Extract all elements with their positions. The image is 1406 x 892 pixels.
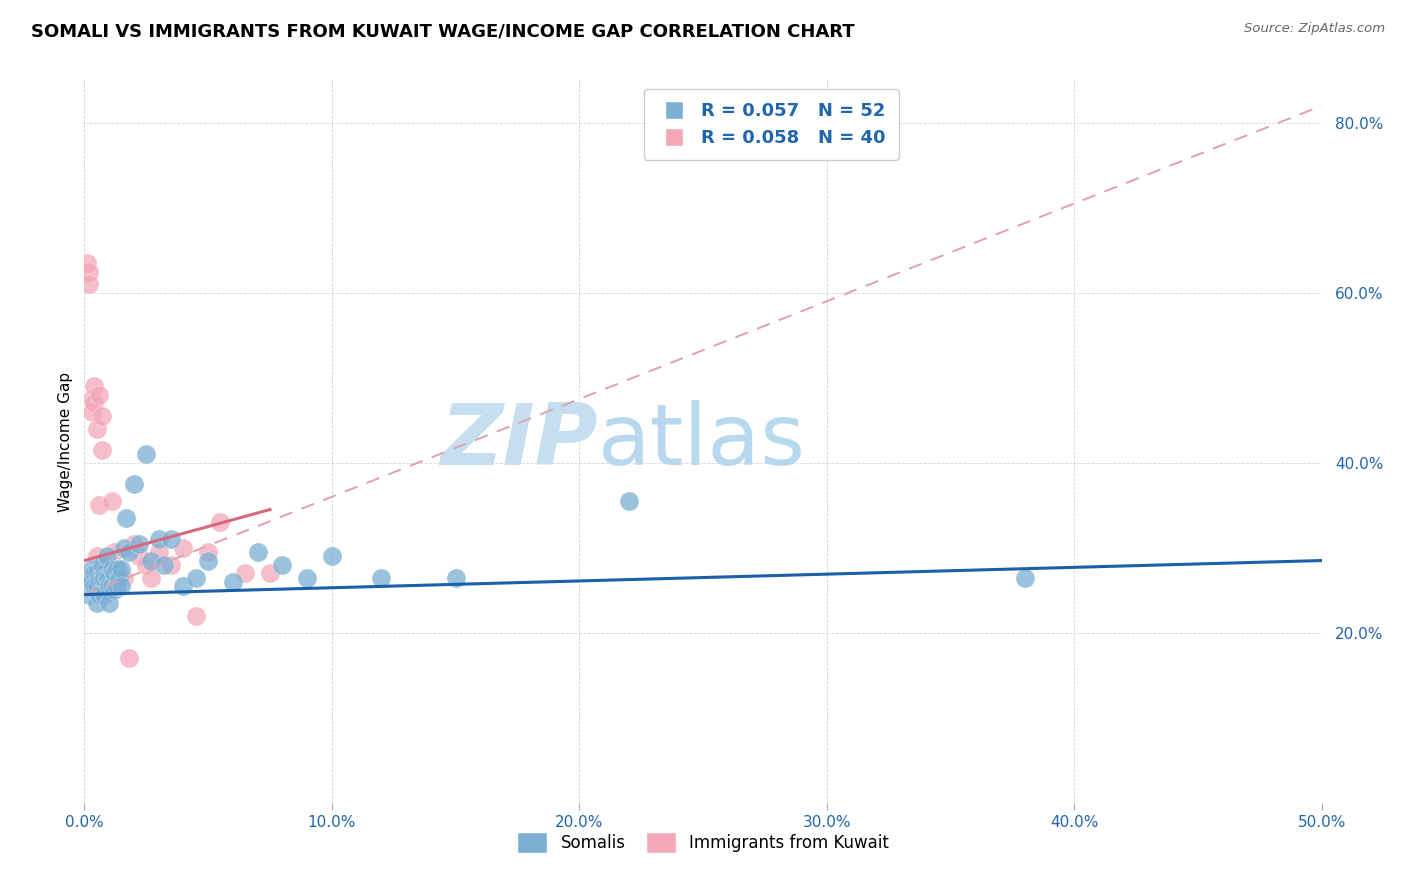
Point xyxy=(233,566,256,581)
Point xyxy=(98,579,121,593)
Point xyxy=(90,409,112,423)
Point xyxy=(79,264,101,278)
Point xyxy=(100,494,122,508)
Point xyxy=(89,588,111,602)
Point xyxy=(96,570,118,584)
Point xyxy=(108,570,131,584)
Y-axis label: Wage/Income Gap: Wage/Income Gap xyxy=(58,371,73,512)
Point xyxy=(184,570,207,584)
Point xyxy=(128,549,150,564)
Point xyxy=(86,566,108,581)
Point xyxy=(370,570,392,584)
Point xyxy=(96,570,118,584)
Point xyxy=(172,541,194,555)
Point xyxy=(86,422,108,436)
Point xyxy=(90,443,112,458)
Point xyxy=(118,545,141,559)
Point xyxy=(135,447,157,461)
Point xyxy=(110,562,132,576)
Point xyxy=(321,549,343,564)
Point xyxy=(135,558,157,572)
Point xyxy=(93,566,115,581)
Point xyxy=(122,536,145,550)
Point xyxy=(103,583,125,598)
Point xyxy=(80,392,103,406)
Point xyxy=(110,579,132,593)
Point xyxy=(90,562,112,576)
Point xyxy=(118,651,141,665)
Point xyxy=(172,579,194,593)
Point xyxy=(152,558,174,572)
Point xyxy=(197,553,219,567)
Point xyxy=(271,558,294,572)
Point xyxy=(98,596,121,610)
Text: ZIP: ZIP xyxy=(440,400,598,483)
Point xyxy=(141,553,163,567)
Point xyxy=(83,566,105,581)
Point xyxy=(148,545,170,559)
Point xyxy=(103,545,125,559)
Point xyxy=(100,562,122,576)
Point xyxy=(209,516,232,530)
Text: atlas: atlas xyxy=(598,400,806,483)
Point xyxy=(90,570,112,584)
Point xyxy=(80,562,103,576)
Point xyxy=(83,396,105,410)
Point xyxy=(93,562,115,576)
Point xyxy=(105,562,128,576)
Point xyxy=(444,570,467,584)
Point xyxy=(79,277,101,292)
Point xyxy=(160,558,183,572)
Point xyxy=(93,570,115,584)
Legend: Somalis, Immigrants from Kuwait: Somalis, Immigrants from Kuwait xyxy=(510,826,896,860)
Point xyxy=(122,477,145,491)
Point xyxy=(103,566,125,581)
Point xyxy=(259,566,281,581)
Point xyxy=(80,405,103,419)
Point xyxy=(89,566,111,581)
Text: Source: ZipAtlas.com: Source: ZipAtlas.com xyxy=(1244,22,1385,36)
Point xyxy=(222,574,245,589)
Point xyxy=(112,570,135,584)
Point xyxy=(105,579,128,593)
Point xyxy=(141,570,163,584)
Point xyxy=(79,588,101,602)
Point xyxy=(98,562,121,576)
Point xyxy=(295,570,318,584)
Point xyxy=(128,536,150,550)
Point xyxy=(86,596,108,610)
Point xyxy=(617,494,640,508)
Point xyxy=(246,545,269,559)
Point xyxy=(86,579,108,593)
Point xyxy=(80,574,103,589)
Point xyxy=(184,608,207,623)
Point xyxy=(160,533,183,547)
Point xyxy=(89,498,111,512)
Point xyxy=(115,511,138,525)
Point xyxy=(98,570,121,584)
Point xyxy=(86,549,108,564)
Point xyxy=(83,579,105,593)
Point xyxy=(89,388,111,402)
Point xyxy=(98,574,121,589)
Point xyxy=(112,541,135,555)
Point xyxy=(96,549,118,564)
Point xyxy=(108,570,131,584)
Point xyxy=(89,570,111,584)
Point xyxy=(197,545,219,559)
Point xyxy=(83,379,105,393)
Point xyxy=(90,558,112,572)
Point xyxy=(76,256,98,270)
Point xyxy=(105,562,128,576)
Point xyxy=(93,570,115,584)
Point xyxy=(86,566,108,581)
Point xyxy=(148,533,170,547)
Point xyxy=(93,588,115,602)
Text: SOMALI VS IMMIGRANTS FROM KUWAIT WAGE/INCOME GAP CORRELATION CHART: SOMALI VS IMMIGRANTS FROM KUWAIT WAGE/IN… xyxy=(31,22,855,40)
Point xyxy=(76,570,98,584)
Point xyxy=(1014,570,1036,584)
Point xyxy=(96,558,118,572)
Point xyxy=(100,579,122,593)
